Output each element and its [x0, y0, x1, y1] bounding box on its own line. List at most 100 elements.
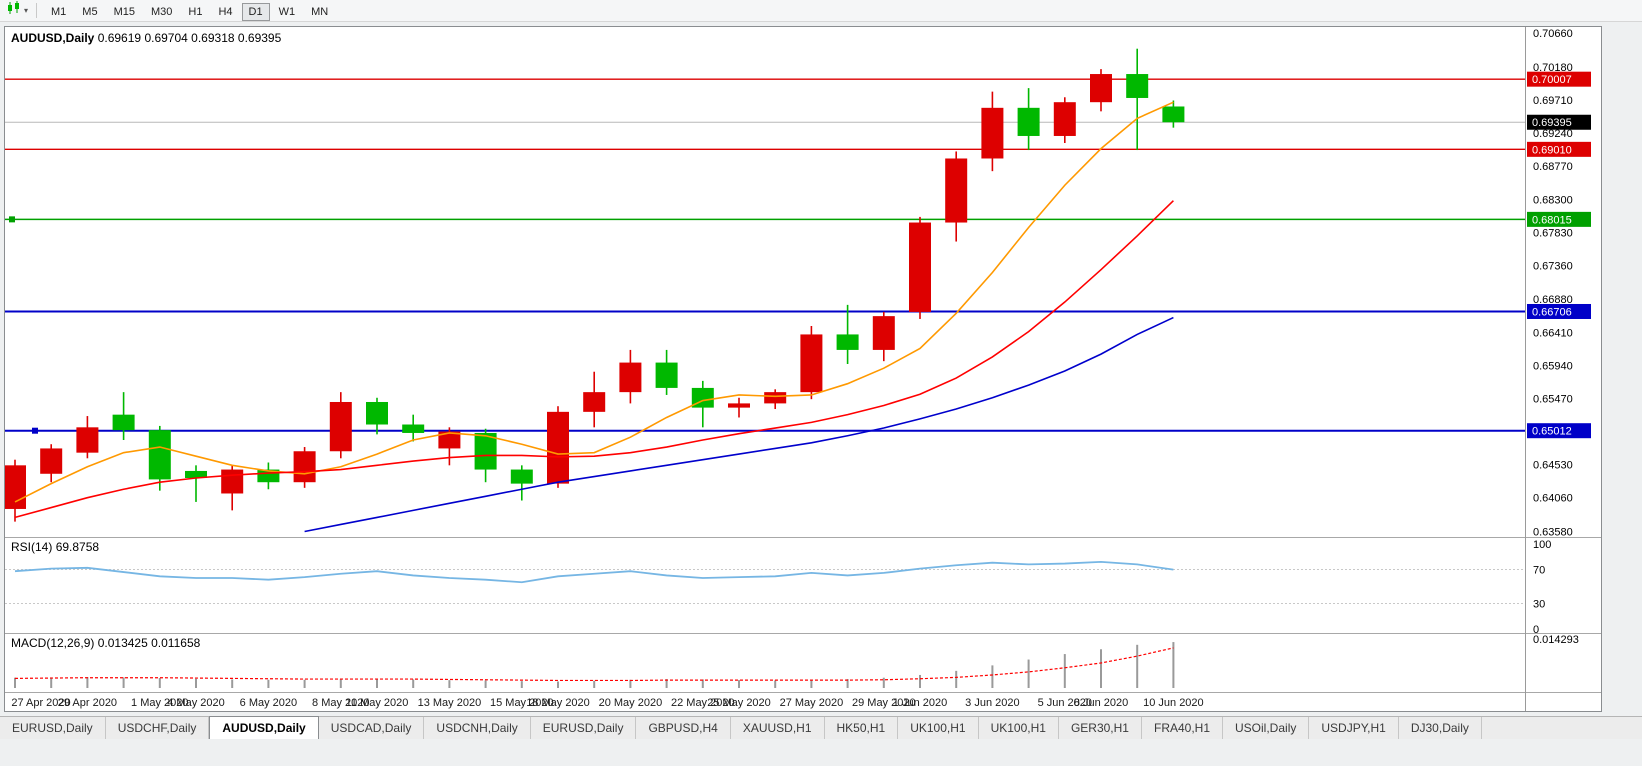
tab-EURUSD-Daily-5[interactable]: EURUSD,Daily — [531, 717, 637, 739]
chart-type-button[interactable]: ▾ — [4, 1, 30, 20]
price-badge — [1527, 114, 1591, 130]
timeframe-button-D1[interactable]: D1 — [241, 2, 270, 21]
price-axis-label: 0.67830 — [1533, 227, 1573, 239]
tab-USDCHF-Daily-1[interactable]: USDCHF,Daily — [106, 717, 210, 739]
price-axis-label: 0.69710 — [1533, 95, 1573, 107]
candle — [402, 414, 425, 442]
date-axis-label: 3 Jun 2020 — [965, 697, 1019, 709]
date-axis-label: 25 May 2020 — [707, 697, 771, 709]
date-axis-label: 1 Jun 2020 — [893, 697, 947, 709]
price-axis-label: 0.63580 — [1533, 526, 1573, 538]
candle — [1053, 97, 1076, 144]
chart-low: 0.69318 — [191, 31, 235, 45]
candles-layer — [5, 48, 1185, 522]
candle — [909, 216, 931, 319]
candle — [148, 425, 171, 491]
price-axis-label: 0.66410 — [1533, 327, 1573, 339]
date-axis-label: 8 Jun 2020 — [1074, 697, 1128, 709]
candle — [619, 349, 642, 404]
tab-UK100-H1-10[interactable]: UK100,H1 — [979, 717, 1059, 739]
timeframe-button-H1[interactable]: H1 — [188, 5, 203, 18]
price-badge — [1527, 423, 1591, 439]
date-axis-label: 6 May 2020 — [240, 697, 297, 709]
tab-AUDUSD-Daily-2[interactable]: AUDUSD,Daily — [209, 716, 319, 739]
timeframe-button-M15[interactable]: M15 — [113, 5, 135, 18]
price-axis-label: 0.67360 — [1533, 260, 1573, 272]
price-badge — [1527, 303, 1591, 319]
candle — [655, 349, 678, 395]
chart-canvas[interactable]: 100 70 30 00.014293 0.70660 0.70180 0.69710 0.6… — [5, 27, 1601, 711]
macd-value-main: 0.013425 — [97, 636, 148, 650]
tab-DJ30-Daily-15[interactable]: DJ30,Daily — [1399, 717, 1482, 739]
macd-title: MACD(12,26,9) 0.013425 0.011658 — [11, 636, 200, 650]
timeframe-button-H4[interactable]: H4 — [218, 5, 233, 18]
tab-FRA40-H1-12[interactable]: FRA40,H1 — [1142, 717, 1224, 739]
rsi-title: RSI(14) 69.8758 — [11, 540, 99, 554]
candle — [1017, 88, 1040, 151]
date-axis-label: 5 Jun 2020 — [1038, 697, 1092, 709]
date-axis-label: 11 May 2020 — [346, 697, 409, 709]
candle — [366, 397, 388, 435]
tab-GER30-H1-11[interactable]: GER30,H1 — [1059, 717, 1142, 739]
date-axis-label: 1 May 2020 — [131, 697, 188, 709]
candle — [872, 311, 895, 362]
ma-slow-line — [304, 316, 1174, 533]
timeframe-button-M5[interactable]: M5 — [82, 5, 98, 18]
price-axis-label: 0.66880 — [1533, 294, 1573, 306]
price-badge — [1527, 141, 1591, 157]
tab-UK100-H1-9[interactable]: UK100,H1 — [898, 717, 979, 739]
tab-GBPUSD-H4-6[interactable]: GBPUSD,H4 — [636, 717, 731, 739]
timeframe-button-MN[interactable]: MN — [311, 5, 329, 18]
price-badge-value: 0.66706 — [1532, 306, 1572, 318]
date-axis-label: 18 May 2020 — [526, 697, 590, 709]
price-axis-label: 0.65470 — [1533, 393, 1573, 405]
date-axis-label: 22 May 2020 — [671, 697, 735, 709]
macd-value-signal: 0.011658 — [151, 636, 201, 650]
line-handle — [32, 427, 38, 434]
chevron-down-icon: ▾ — [24, 6, 29, 15]
macd-signal-line — [14, 647, 1174, 682]
price-axis-label: 0.65940 — [1533, 360, 1573, 372]
price-axis-label: 0.68770 — [1533, 161, 1573, 173]
candle — [5, 459, 26, 522]
candle — [221, 465, 244, 511]
tab-XAUUSD-H1-7[interactable]: XAUUSD,H1 — [731, 717, 825, 739]
rsi-scale-label: 100 — [1533, 539, 1551, 551]
date-axis-label: 8 May 2020 — [312, 697, 369, 709]
timeframe-button-M30[interactable]: M30 — [150, 5, 173, 18]
tab-HK50-H1-8[interactable]: HK50,H1 — [825, 717, 899, 739]
price-axis-label: 0.70180 — [1533, 62, 1573, 74]
chart-high: 0.69704 — [144, 31, 188, 45]
line-handle — [9, 216, 15, 223]
hlines-layer — [5, 78, 1525, 434]
price-badge — [1527, 211, 1591, 227]
price-axis-label: 0.69240 — [1533, 128, 1573, 140]
tab-USDCAD-Daily-3[interactable]: USDCAD,Daily — [319, 717, 425, 739]
tab-USDCNH-Daily-4[interactable]: USDCNH,Daily — [424, 717, 531, 739]
candlestick-chart-icon — [6, 1, 22, 20]
tab-USDJPY-H1-14[interactable]: USDJPY,H1 — [1309, 717, 1399, 739]
price-axis[interactable]: 0.70660 0.70180 0.69710 0.69240 0.68770 0.683… — [1527, 28, 1591, 538]
price-axis-label: 0.64530 — [1533, 460, 1573, 472]
candle — [185, 465, 207, 502]
price-axis-label: 0.68300 — [1533, 194, 1573, 206]
candle — [1126, 48, 1149, 151]
timeframe-button-W1[interactable]: W1 — [278, 5, 296, 18]
tab-EURUSD-Daily-0[interactable]: EURUSD,Daily — [0, 717, 106, 739]
chart-tabs: EURUSD,Daily USDCHF,Daily AUDUSD,Daily USDC… — [0, 716, 1642, 739]
chart-window[interactable]: 100 70 30 0 0.014293 0.70660 0.70180 0.69710 0.6… — [4, 26, 1602, 712]
tab-USOil-Daily-13[interactable]: USOil,Daily — [1223, 717, 1310, 739]
price-badge-value: 0.65012 — [1532, 426, 1572, 438]
macd-name: MACD(12,26,9) — [11, 636, 95, 650]
candle — [112, 392, 135, 440]
price-badge-value: 0.70007 — [1532, 74, 1572, 86]
status-bar — [0, 739, 1642, 766]
rsi-scale-label: 30 — [1533, 599, 1545, 611]
rsi-value: 69.8758 — [55, 540, 100, 554]
candle — [257, 462, 280, 490]
price-axis-label: 0.70660 — [1533, 28, 1573, 40]
candle — [329, 392, 352, 459]
timeframe-button-M1[interactable]: M1 — [51, 5, 67, 18]
candle — [836, 304, 859, 364]
